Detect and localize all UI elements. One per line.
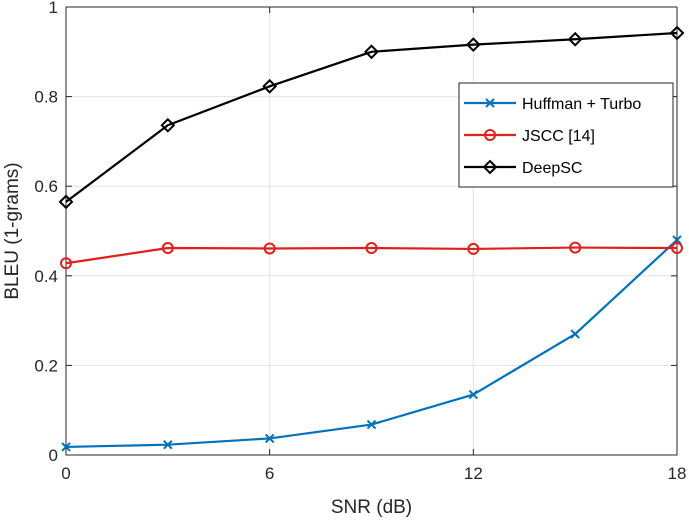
data-point-jscc-14 <box>161 242 174 255</box>
tick-labels: 0 6 12 18 0 0.2 0.4 0.6 0.8 1 <box>34 0 686 483</box>
data-point-deepsc <box>465 37 481 53</box>
series-jscc-14 <box>60 241 683 270</box>
data-point-huffman-turbo <box>468 389 479 400</box>
y-tick-label: 1 <box>49 0 58 17</box>
data-point-jscc-14 <box>467 242 480 255</box>
legend-entry-jscc-14: JSCC [14] <box>464 128 595 145</box>
legend-label: JSCC [14] <box>522 128 595 145</box>
y-tick-label: 0.2 <box>34 356 58 375</box>
series-huffman-turbo <box>61 235 682 452</box>
data-point-huffman-turbo <box>163 439 173 450</box>
x-axis-label: SNR (dB) <box>331 497 412 518</box>
tick-marks <box>65 6 678 456</box>
y-tick-label: 0.4 <box>34 267 58 286</box>
data-point-deepsc <box>567 31 583 47</box>
data-point-huffman-turbo <box>264 433 275 444</box>
y-tick-label: 0.8 <box>34 88 58 107</box>
data-point-deepsc <box>262 78 278 94</box>
data-point-jscc-14 <box>671 242 683 255</box>
series-line-jscc-14 <box>65 246 678 265</box>
legend-entry-deepsc: DeepSC <box>464 159 582 177</box>
series-layer <box>58 25 685 452</box>
data-point-deepsc <box>58 194 74 210</box>
x-tick-label: 6 <box>265 464 274 483</box>
data-point-deepsc <box>669 25 685 41</box>
legend-entry-huffman-turbo: Huffman + Turbo <box>464 96 641 113</box>
y-tick-label: 0 <box>49 446 58 465</box>
data-point-deepsc <box>364 44 379 60</box>
data-point-deepsc <box>160 117 176 133</box>
legend-marker <box>482 159 498 175</box>
data-point-jscc-14 <box>365 242 378 255</box>
data-point-huffman-turbo <box>366 419 377 430</box>
data-point-huffman-turbo <box>61 442 71 452</box>
axes-box <box>65 6 678 456</box>
legend: Huffman + Turbo JSCC [14] DeepSC <box>458 82 674 188</box>
data-point-huffman-turbo <box>570 329 580 339</box>
x-tick-label: 0 <box>61 464 70 483</box>
y-tick-label: 0.6 <box>34 177 58 196</box>
x-tick-label: 12 <box>464 464 483 483</box>
data-point-huffman-turbo <box>672 235 682 245</box>
data-point-jscc-14 <box>60 257 72 270</box>
legend-marker <box>484 129 496 141</box>
x-tick-label: 18 <box>668 464 687 483</box>
data-point-jscc-14 <box>263 242 276 255</box>
series-deepsc <box>58 25 685 210</box>
grid-lines <box>66 7 677 455</box>
legend-label: DeepSC <box>522 160 582 177</box>
series-line-deepsc <box>65 31 678 203</box>
y-axis-label: BLEU (1-grams) <box>2 162 23 299</box>
plot-area <box>66 7 677 455</box>
legend-label: Huffman + Turbo <box>522 96 641 113</box>
legend-marker <box>485 98 495 108</box>
data-point-jscc-14 <box>569 241 582 254</box>
